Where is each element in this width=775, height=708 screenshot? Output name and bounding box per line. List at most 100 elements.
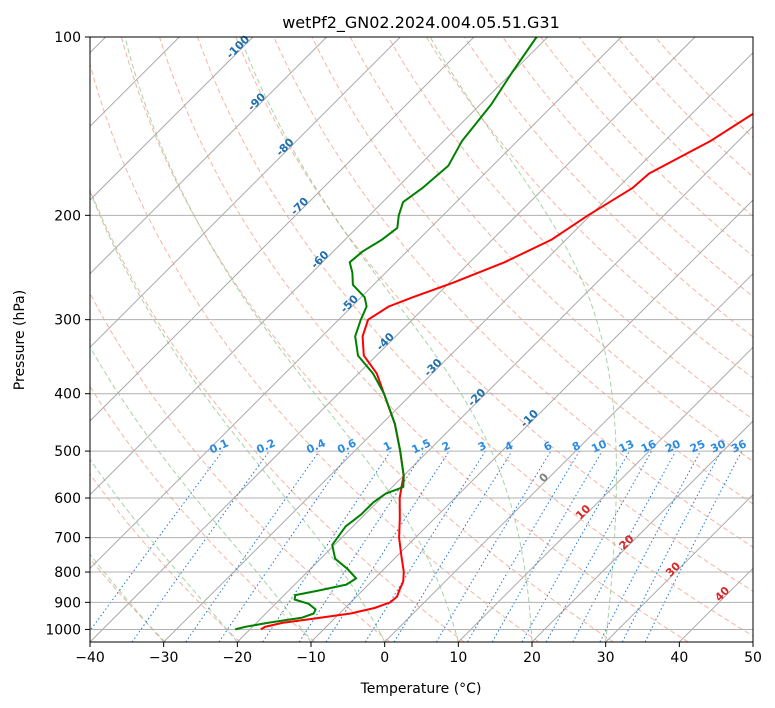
isotherm-line [90, 37, 328, 275]
chart-title: wetPf2_GN02.2024.004.05.51.G31 [282, 13, 560, 33]
moist-adiabat [90, 346, 312, 642]
y-tick-label: 700 [54, 531, 81, 547]
mixing-ratio-line [218, 450, 351, 642]
plot-frame [89, 36, 754, 643]
mixing-ratio-label: 10 [589, 437, 609, 455]
mixing-ratio-label: 6 [542, 439, 555, 454]
x-tick-label: −20 [223, 650, 253, 666]
x-tick-label: 0 [380, 650, 389, 666]
x-tick-label: 10 [449, 650, 467, 666]
isotherm-label: -70 [288, 194, 311, 217]
mixing-ratio-label: 2 [440, 439, 452, 454]
isotherm-line [384, 272, 753, 642]
pressure-gridlines [90, 37, 753, 630]
isotherm-line [90, 37, 401, 349]
dewpoint-profile [234, 37, 538, 631]
mixing-ratio-label: 0.6 [335, 436, 358, 456]
dry-adiabat [90, 557, 166, 642]
isotherm-line [90, 37, 254, 201]
mixing-ratio-label: 36 [729, 437, 749, 455]
x-tick-label: 50 [744, 650, 762, 666]
isotherm-line [310, 199, 753, 642]
dry-adiabat [235, 37, 753, 592]
isotherm-line [605, 493, 753, 642]
dry-adiabat [159, 37, 689, 642]
mixing-ratio-line [364, 450, 486, 642]
mixing-ratio-label: 1 [381, 439, 393, 454]
mixing-ratio-label: 3 [476, 439, 488, 454]
y-tick-label: 400 [54, 387, 81, 403]
dry-adiabat [425, 37, 753, 379]
mixing-ratio-label: 30 [708, 437, 728, 455]
isotherm-line [752, 641, 753, 642]
mixing-ratio-line [467, 450, 580, 642]
isotherm-label: -10 [518, 407, 541, 430]
reference-lines [90, 37, 753, 642]
mixing-ratio-line [521, 450, 630, 642]
mixing-ratio-label: 0.2 [254, 436, 277, 456]
x-tick-label: −40 [75, 650, 105, 666]
x-tick-label: 20 [523, 650, 541, 666]
moist-adiabat [239, 37, 533, 642]
mixing-ratio-line [131, 450, 270, 642]
mixing-ratio-label: 16 [639, 437, 659, 455]
mixing-ratio-line [621, 450, 722, 642]
mixing-ratio-label: 1.5 [410, 436, 433, 456]
dry-adiabat [90, 473, 241, 642]
profile-series [234, 37, 753, 631]
mixing-ratio-line [90, 450, 223, 632]
moist-adiabat [429, 37, 617, 642]
y-tick-label: 900 [54, 595, 81, 611]
mixing-ratio-line [644, 450, 743, 642]
mixing-ratio-line [572, 450, 677, 642]
x-axis-title: Temperature (°C) [360, 681, 482, 697]
y-tick-label: 600 [54, 491, 81, 507]
isotherm-line [531, 420, 753, 642]
dry-adiabat [273, 37, 753, 548]
mixing-ratio-line [262, 450, 392, 642]
mixing-ratio-label: 0.4 [304, 436, 327, 456]
line-labels: 0.1 0.2 0.4 0.6 1 1.5 2 3 4 6 8 10 13 16 20 25 30 36-100-… [207, 33, 749, 605]
isotherm-label: -90 [245, 90, 268, 113]
isotherm-line [90, 37, 549, 496]
dry-adiabat [90, 62, 540, 642]
y-tick-label: 800 [54, 565, 81, 581]
mixing-ratio-line [298, 450, 425, 642]
mixing-ratio-label: 13 [617, 437, 636, 455]
isotherm-line [236, 125, 753, 642]
dry-adiabat [349, 37, 753, 462]
x-tick-label: 30 [597, 650, 615, 666]
mixing-ratio-line [185, 450, 320, 642]
isotherm-label: 20 [617, 532, 637, 552]
dry-adiabat [578, 37, 753, 218]
dry-adiabat [90, 292, 390, 642]
dry-adiabat [90, 188, 465, 642]
mixing-ratio-line [435, 450, 552, 642]
mixing-ratio-label: 4 [503, 439, 516, 454]
axis-ticks: −40 −30 −20 −10 0 10 20 30 40 5010020030040050060… [45, 30, 762, 666]
y-tick-label: 200 [54, 208, 81, 224]
y-tick-label: 100 [54, 30, 81, 46]
isotherm-line [163, 51, 753, 642]
moist-adiabat [90, 189, 386, 642]
mixing-ratio-label: 0.1 [207, 436, 230, 456]
mixing-ratio-line [393, 450, 513, 642]
isotherm-line [90, 37, 696, 642]
isotherm-line [457, 346, 753, 642]
y-axis-title: Pressure (hPa) [12, 290, 28, 390]
mixing-ratio-line [325, 450, 450, 642]
y-tick-label: 300 [54, 313, 81, 329]
y-tick-label: 1000 [45, 622, 81, 638]
mixing-ratio-label: 20 [663, 437, 683, 455]
moist-adiabat [90, 458, 238, 642]
isotherm-label: -30 [421, 356, 444, 379]
mixing-ratio-label: 25 [688, 437, 707, 455]
isotherm-line [90, 37, 622, 570]
isotherm-line [90, 37, 475, 422]
isotherm-label: -50 [338, 292, 361, 315]
dry-adiabat [197, 37, 753, 637]
isotherm-label: 40 [712, 584, 732, 604]
dry-adiabat [464, 37, 753, 338]
isotherm-label: 30 [663, 559, 683, 579]
